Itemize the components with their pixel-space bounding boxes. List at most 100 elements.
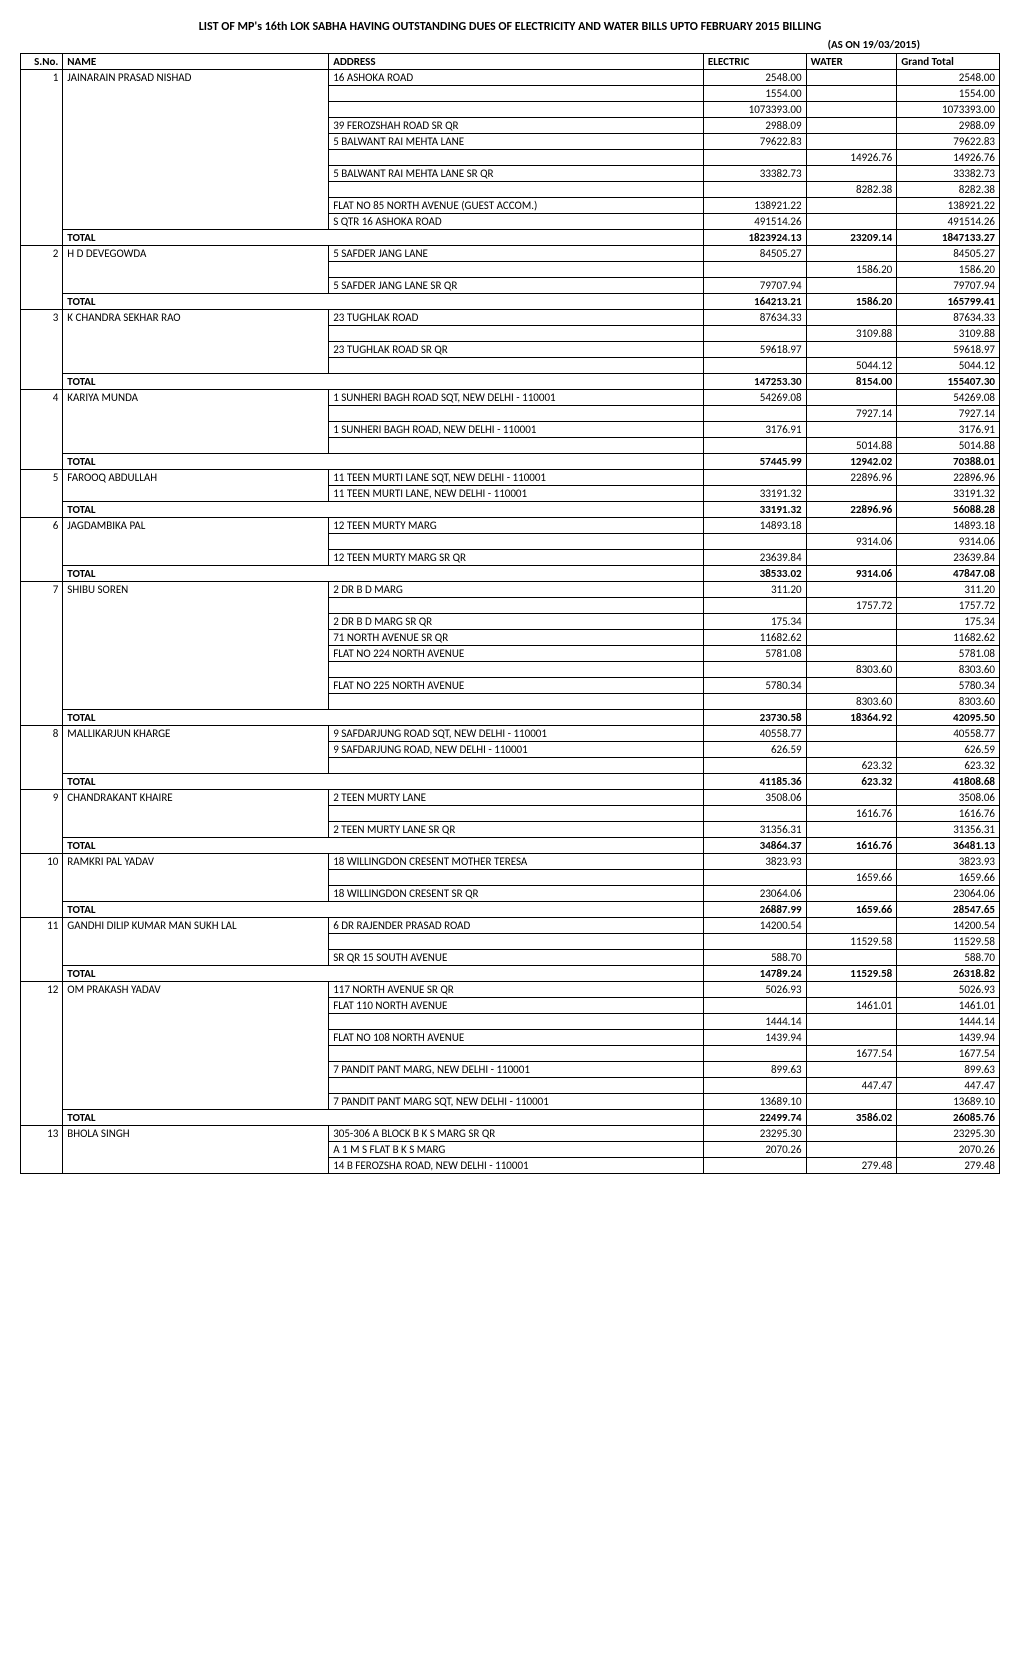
cell-electric: 2548.00: [703, 70, 806, 86]
cell-electric: 1073393.00: [703, 102, 806, 118]
cell-total-grand: 155407.30: [897, 374, 1000, 390]
cell-total-grand: 26085.76: [897, 1110, 1000, 1126]
cell-grand-total: 3176.91: [897, 422, 1000, 438]
cell-address: [329, 758, 704, 774]
cell-electric: [703, 406, 806, 422]
cell-total-electric: 22499.74: [703, 1110, 806, 1126]
cell-address: [329, 86, 704, 102]
cell-grand-total: 3823.93: [897, 854, 1000, 870]
cell-total-label: TOTAL: [63, 774, 704, 790]
table-row: 2H D DEVEGOWDA5 SAFDER JANG LANE84505.27…: [21, 246, 1000, 262]
cell-electric: [703, 326, 806, 342]
cell-grand-total: 2548.00: [897, 70, 1000, 86]
cell-water: [806, 918, 897, 934]
cell-grand-total: 14200.54: [897, 918, 1000, 934]
cell-electric: 491514.26: [703, 214, 806, 230]
cell-address: 305-306 A BLOCK B K S MARG SR QR: [329, 1126, 704, 1142]
cell-grand-total: 1677.54: [897, 1046, 1000, 1062]
cell-address: 23 TUGHLAK ROAD: [329, 310, 704, 326]
cell-name: OM PRAKASH YADAV: [63, 982, 329, 1110]
cell-electric: [703, 998, 806, 1014]
cell-address: 12 TEEN MURTY MARG: [329, 518, 704, 534]
cell-electric: [703, 470, 806, 486]
cell-electric: 311.20: [703, 582, 806, 598]
cell-address: 6 DR RAJENDER PRASAD ROAD: [329, 918, 704, 934]
cell-total-electric: 34864.37: [703, 838, 806, 854]
cell-grand-total: 1659.66: [897, 870, 1000, 886]
cell-electric: 3823.93: [703, 854, 806, 870]
cell-electric: 11682.62: [703, 630, 806, 646]
cell-grand-total: 3109.88: [897, 326, 1000, 342]
cell-address: [329, 102, 704, 118]
cell-grand-total: 588.70: [897, 950, 1000, 966]
cell-grand-total: 84505.27: [897, 246, 1000, 262]
cell-grand-total: 23295.30: [897, 1126, 1000, 1142]
cell-water: 5044.12: [806, 358, 897, 374]
cell-total-label: TOTAL: [63, 966, 704, 982]
table-row: 8MALLIKARJUN KHARGE9 SAFDARJUNG ROAD SQT…: [21, 726, 1000, 742]
cell-grand-total: 175.34: [897, 614, 1000, 630]
cell-total-label: TOTAL: [63, 710, 704, 726]
total-row: TOTAL34864.371616.7636481.13: [21, 838, 1000, 854]
cell-electric: 1439.94: [703, 1030, 806, 1046]
total-row: TOTAL147253.308154.00155407.30: [21, 374, 1000, 390]
cell-address: 7 PANDIT PANT MARG, NEW DELHI - 110001: [329, 1062, 704, 1078]
cell-grand-total: 22896.96: [897, 470, 1000, 486]
cell-electric: [703, 358, 806, 374]
cell-address: [329, 534, 704, 550]
cell-total-water: 3586.02: [806, 1110, 897, 1126]
cell-grand-total: 2070.26: [897, 1142, 1000, 1158]
cell-grand-total: 23064.06: [897, 886, 1000, 902]
cell-water: [806, 1014, 897, 1030]
cell-sno: 11: [21, 918, 63, 982]
cell-water: 22896.96: [806, 470, 897, 486]
cell-address: [329, 262, 704, 278]
cell-water: [806, 198, 897, 214]
cell-address: [329, 438, 704, 454]
cell-total-electric: 1823924.13: [703, 230, 806, 246]
cell-grand-total: 5044.12: [897, 358, 1000, 374]
total-row: TOTAL26887.991659.6628547.65: [21, 902, 1000, 918]
cell-electric: [703, 934, 806, 950]
cell-address: 5 SAFDER JANG LANE SR QR: [329, 278, 704, 294]
cell-water: [806, 646, 897, 662]
cell-address: 71 NORTH AVENUE SR QR: [329, 630, 704, 646]
cell-water: [806, 1062, 897, 1078]
cell-total-water: 9314.06: [806, 566, 897, 582]
cell-name: GANDHI DILIP KUMAR MAN SUKH LAL: [63, 918, 329, 966]
table-row: 6JAGDAMBIKA PAL12 TEEN MURTY MARG14893.1…: [21, 518, 1000, 534]
cell-sno: 7: [21, 582, 63, 726]
cell-electric: 5781.08: [703, 646, 806, 662]
cell-grand-total: 54269.08: [897, 390, 1000, 406]
cell-grand-total: 5781.08: [897, 646, 1000, 662]
cell-water: 8282.38: [806, 182, 897, 198]
header-sno: S.No.: [21, 54, 63, 70]
total-row: TOTAL38533.029314.0647847.08: [21, 566, 1000, 582]
cell-total-grand: 36481.13: [897, 838, 1000, 854]
total-row: TOTAL23730.5818364.9242095.50: [21, 710, 1000, 726]
header-water: WATER: [806, 54, 897, 70]
cell-name: RAMKRI PAL YADAV: [63, 854, 329, 902]
cell-grand-total: 447.47: [897, 1078, 1000, 1094]
table-row: 12OM PRAKASH YADAV117 NORTH AVENUE SR QR…: [21, 982, 1000, 998]
cell-electric: 13689.10: [703, 1094, 806, 1110]
cell-grand-total: 1439.94: [897, 1030, 1000, 1046]
cell-grand-total: 138921.22: [897, 198, 1000, 214]
total-row: TOTAL14789.2411529.5826318.82: [21, 966, 1000, 982]
cell-electric: 84505.27: [703, 246, 806, 262]
cell-address: [329, 150, 704, 166]
cell-water: [806, 854, 897, 870]
cell-address: 11 TEEN MURTI LANE, NEW DELHI - 110001: [329, 486, 704, 502]
total-row: TOTAL164213.211586.20165799.41: [21, 294, 1000, 310]
cell-electric: [703, 534, 806, 550]
cell-electric: [703, 1078, 806, 1094]
cell-address: 18 WILLINGDON CRESENT SR QR: [329, 886, 704, 902]
cell-grand-total: 31356.31: [897, 822, 1000, 838]
cell-total-label: TOTAL: [63, 502, 704, 518]
cell-water: 9314.06: [806, 534, 897, 550]
cell-grand-total: 14893.18: [897, 518, 1000, 534]
cell-total-grand: 56088.28: [897, 502, 1000, 518]
cell-electric: [703, 182, 806, 198]
cell-electric: 175.34: [703, 614, 806, 630]
cell-address: 5 BALWANT RAI MEHTA LANE SR QR: [329, 166, 704, 182]
